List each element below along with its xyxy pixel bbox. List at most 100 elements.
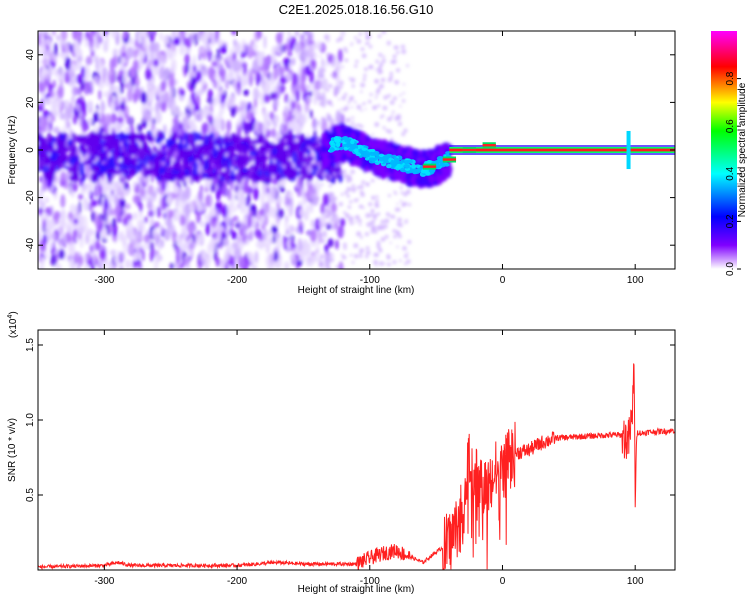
spectrogram-noise-cell bbox=[390, 137, 394, 141]
spectrogram-noise-cell bbox=[70, 147, 76, 153]
spectrogram-noise-cell bbox=[175, 195, 179, 209]
spectrogram-noise-cell bbox=[288, 61, 293, 71]
spectrogram-noise-cell bbox=[392, 96, 397, 101]
spectrogram-noise-cell bbox=[397, 234, 402, 239]
spectrogram-noise-cell bbox=[129, 245, 135, 255]
spectrogram-noise-cell bbox=[345, 120, 348, 123]
spectrogram-noise-cell bbox=[128, 227, 133, 235]
spectrogram-noise-cell bbox=[353, 243, 359, 249]
spectrogram-noise-cell bbox=[159, 225, 164, 234]
spectrogram-noise-cell bbox=[153, 221, 160, 228]
spectrogram-noise-cell bbox=[365, 34, 370, 40]
spectrogram-noise-cell bbox=[197, 190, 203, 201]
spectrogram-noise-cell bbox=[184, 202, 189, 217]
spectrogram-noise-cell bbox=[392, 54, 397, 59]
spectrogram-noise-cell bbox=[368, 44, 373, 49]
spectrogram-noise-cell bbox=[396, 46, 399, 50]
spectrogram-noise-cell bbox=[333, 172, 337, 177]
spectrogram-noise-cell bbox=[335, 265, 339, 269]
spectrogram-noise-cell bbox=[158, 168, 165, 176]
spectrogram-noise-cell bbox=[370, 225, 376, 230]
spectrogram-noise-cell bbox=[110, 115, 114, 124]
spectrogram-noise-cell bbox=[59, 172, 67, 182]
spectrogram-noise-cell bbox=[106, 134, 114, 142]
spectrogram-noise-cell bbox=[286, 190, 294, 200]
spectrogram-plot-area bbox=[38, 31, 675, 269]
spectrogram-noise-cell bbox=[141, 249, 145, 262]
spectrogram-noise-cell bbox=[388, 214, 392, 218]
spectrogram-noise-cell bbox=[374, 68, 377, 71]
spectrogram-noise-cell bbox=[64, 165, 69, 170]
spectrogram-trace-cell bbox=[390, 159, 395, 165]
spectrogram-noise-cell bbox=[287, 49, 293, 57]
spectrogram-noise-cell bbox=[185, 62, 190, 74]
spectrogram-noise-cell bbox=[340, 253, 344, 256]
spectrogram-noise-cell bbox=[160, 102, 166, 112]
spectrogram-noise-cell bbox=[279, 145, 284, 153]
spectrogram-noise-cell bbox=[400, 191, 404, 195]
spectrogram-trace-cell bbox=[343, 146, 348, 151]
spectrogram-noise-cell bbox=[361, 180, 366, 185]
spectrogram-noise-cell bbox=[360, 90, 363, 93]
spectrogram-noise-cell bbox=[220, 230, 226, 239]
spectrogram-noise-cell bbox=[232, 59, 239, 72]
spectrogram-noise-cell bbox=[306, 148, 311, 156]
spectrogram-noise-cell bbox=[42, 79, 47, 92]
signal-trace-step-core bbox=[462, 148, 476, 152]
spectrogram-noise-cell bbox=[440, 167, 447, 174]
spectrogram-noise-cell bbox=[294, 42, 301, 54]
spectrogram-noise-cell bbox=[308, 156, 315, 162]
spectrogram-noise-cell bbox=[335, 61, 341, 75]
spectrogram-noise-cell bbox=[134, 184, 140, 194]
spectrogram-noise-cell bbox=[161, 179, 167, 192]
spectrogram-noise-cell bbox=[350, 106, 354, 109]
spectrogram-noise-cell bbox=[253, 87, 259, 101]
spectrogram-noise-cell bbox=[216, 155, 223, 160]
spectrogram-noise-cell bbox=[200, 220, 205, 228]
spectrogram-noise-cell bbox=[390, 114, 394, 118]
spectrogram-noise-cell bbox=[105, 32, 109, 47]
spectrogram-x-tick-label: -200 bbox=[227, 275, 247, 286]
spectrogram-noise-cell bbox=[153, 260, 159, 269]
spectrogram-noise-cell bbox=[85, 55, 93, 66]
spectrogram-noise-cell bbox=[123, 133, 129, 142]
spectrogram-trace-cell bbox=[415, 164, 421, 169]
spectrogram-noise-cell bbox=[286, 37, 290, 45]
spectrogram-noise-cell bbox=[375, 252, 380, 257]
spectrogram-noise-cell bbox=[403, 253, 409, 259]
spectrogram-noise-cell bbox=[256, 53, 264, 67]
spectrogram-noise-cell bbox=[376, 212, 381, 216]
spectrogram-y-tick-label: 20 bbox=[25, 96, 36, 108]
spectrogram-noise-cell bbox=[124, 259, 132, 269]
spectrogram-noise-cell bbox=[313, 254, 319, 262]
spectrogram-noise-cell bbox=[141, 243, 146, 252]
spectrogram-noise-cell bbox=[306, 175, 313, 182]
spectrogram-noise-cell bbox=[90, 173, 97, 183]
spectrogram-noise-cell bbox=[73, 218, 79, 225]
spectrogram-noise-cell bbox=[59, 51, 64, 59]
spectrogram-noise-cell bbox=[175, 179, 179, 187]
spectrogram-noise-cell bbox=[227, 188, 232, 201]
spectrogram-noise-cell bbox=[365, 246, 370, 250]
spectrogram-trace-cell bbox=[330, 142, 336, 148]
spectrogram-noise-cell bbox=[360, 109, 363, 112]
spectrogram-noise-cell bbox=[344, 50, 348, 54]
spectrogram-noise-cell bbox=[366, 222, 372, 227]
spectrogram-noise-cell bbox=[224, 216, 231, 223]
spectrogram-noise-cell bbox=[290, 167, 298, 177]
spectrogram-noise-cell bbox=[340, 108, 344, 111]
spectrogram-noise-cell bbox=[109, 249, 117, 256]
spectrogram-noise-cell bbox=[320, 116, 326, 122]
spectrogram-noise-cell bbox=[309, 69, 315, 84]
spectrogram-noise-cell bbox=[38, 208, 42, 216]
spectrogram-noise-cell bbox=[263, 93, 271, 104]
spectrogram-noise-cell bbox=[119, 82, 124, 95]
spectrogram-noise-cell bbox=[230, 169, 236, 182]
spectrogram-noise-cell bbox=[384, 234, 389, 239]
spectrogram-noise-cell bbox=[305, 65, 311, 76]
spectrogram-noise-cell bbox=[74, 251, 78, 264]
spectrogram-noise-cell bbox=[203, 213, 209, 220]
spectrogram-noise-cell bbox=[325, 208, 330, 213]
spectrogram-noise-cell bbox=[266, 187, 270, 194]
spectrogram-noise-cell bbox=[91, 200, 97, 207]
